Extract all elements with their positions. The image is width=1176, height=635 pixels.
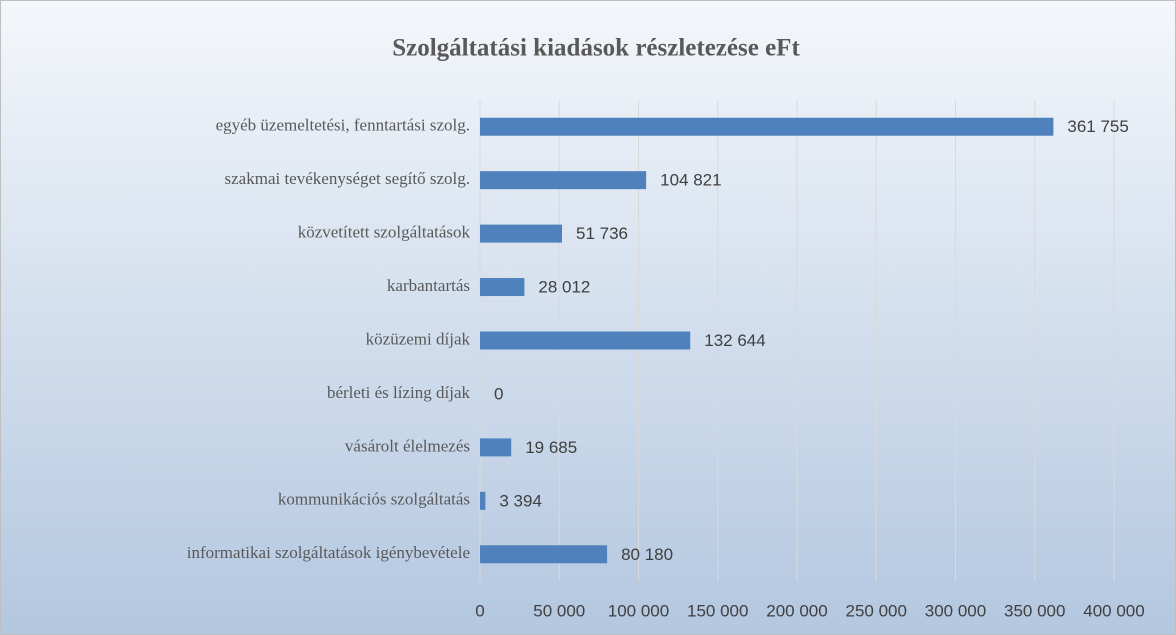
y-tick-label: vásárolt élelmezés: [345, 436, 470, 455]
y-tick-label: közüzemi díjak: [366, 329, 471, 348]
y-tick-label: közvetített szolgáltatások: [298, 223, 471, 242]
bar: [480, 545, 608, 564]
value-label: 3 394: [499, 491, 542, 510]
y-tick-label: karbantartás: [387, 276, 470, 295]
chart-title: Szolgáltatási kiadások részletezése eFt: [392, 35, 800, 62]
x-tick-label: 0: [475, 601, 484, 620]
y-tick-label: egyéb üzemeltetési, fenntartási szolg.: [216, 116, 470, 135]
value-label: 132 644: [704, 331, 765, 350]
x-tick-label: 50 000: [533, 601, 585, 620]
x-tick-label: 350 000: [1004, 601, 1065, 620]
bar: [480, 278, 525, 297]
x-tick-label: 100 000: [608, 601, 669, 620]
x-tick-label: 300 000: [925, 601, 986, 620]
x-tick-label: 400 000: [1083, 601, 1144, 620]
x-tick-label: 250 000: [846, 601, 907, 620]
y-tick-label: informatikai szolgáltatások igénybevétel…: [187, 543, 470, 562]
value-label: 80 180: [621, 545, 673, 564]
bar: [480, 438, 512, 457]
value-label: 51 736: [576, 224, 628, 243]
bar: [480, 491, 486, 510]
bar: [480, 224, 563, 243]
y-tick-label: kommunikációs szolgáltatás: [278, 490, 470, 509]
value-label: 28 012: [538, 278, 590, 297]
bar: [480, 331, 691, 350]
bar: [480, 117, 1054, 136]
bar: [480, 171, 647, 190]
x-tick-label: 200 000: [766, 601, 827, 620]
x-tick-label: 150 000: [687, 601, 748, 620]
y-tick-label: szakmai tevékenységet segítő szolg.: [225, 169, 470, 188]
value-label: 19 685: [525, 438, 577, 457]
value-label: 0: [494, 384, 503, 403]
value-label: 104 821: [660, 171, 721, 190]
y-tick-label: bérleti és lízing díjak: [327, 383, 471, 402]
value-label: 361 755: [1067, 117, 1128, 136]
